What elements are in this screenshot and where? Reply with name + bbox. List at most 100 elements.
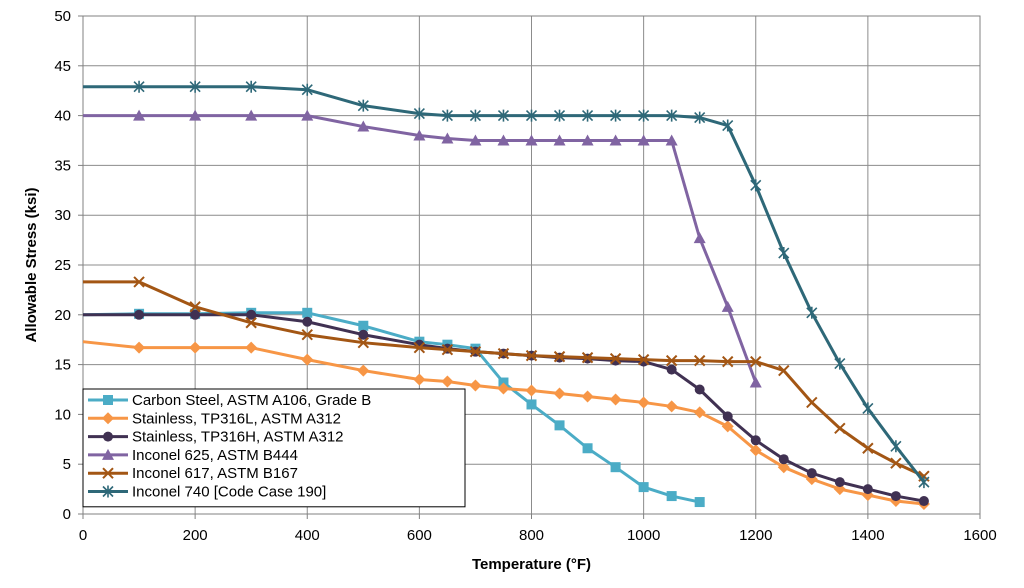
legend-label: Inconel 625, ASTM B444 bbox=[132, 447, 298, 464]
data-point bbox=[693, 232, 706, 244]
data-point bbox=[189, 341, 202, 354]
data-point bbox=[357, 336, 370, 349]
x-axis-ticks: 0 200 400 600 800 1000 1200 1400 1600 bbox=[79, 514, 997, 544]
data-point bbox=[441, 132, 454, 144]
legend-box bbox=[82, 388, 466, 508]
legend-label: Carbon Steel, ASTM A106, Grade B bbox=[132, 392, 371, 409]
legend-entry: Inconel 740 [Code Case 190] bbox=[88, 484, 326, 501]
data-point bbox=[133, 109, 146, 121]
data-point bbox=[722, 411, 733, 422]
data-point bbox=[497, 382, 510, 395]
data-point bbox=[609, 352, 622, 365]
data-point bbox=[189, 301, 201, 313]
data-point bbox=[721, 300, 734, 312]
data-point bbox=[750, 435, 761, 446]
x-tick-label: 800 bbox=[519, 527, 544, 544]
y-tick-label: 10 bbox=[54, 406, 71, 423]
legend-entry: Carbon Steel, ASTM A106, Grade B bbox=[88, 392, 371, 409]
data-point bbox=[665, 354, 678, 367]
data-point bbox=[469, 134, 482, 146]
data-point bbox=[749, 376, 762, 388]
data-point bbox=[750, 179, 762, 192]
series-6 bbox=[83, 80, 930, 489]
data-point bbox=[413, 341, 426, 354]
legend-marker bbox=[102, 485, 114, 498]
data-point bbox=[358, 320, 369, 331]
data-point bbox=[862, 442, 874, 454]
data-point bbox=[581, 351, 594, 364]
data-point bbox=[918, 496, 929, 507]
data-point bbox=[413, 129, 426, 141]
x-tick-label: 1200 bbox=[739, 527, 772, 544]
y-axis-title: Allowable Stress (ksi) bbox=[23, 187, 40, 342]
x-tick-label: 200 bbox=[183, 527, 208, 544]
data-point bbox=[553, 350, 566, 363]
data-point bbox=[553, 109, 566, 122]
data-point bbox=[693, 354, 706, 367]
y-tick-label: 15 bbox=[54, 357, 71, 374]
x-tick-label: 1600 bbox=[963, 527, 996, 544]
data-point bbox=[609, 393, 622, 406]
data-point bbox=[918, 476, 930, 489]
legend-marker bbox=[103, 395, 113, 405]
y-tick-label: 0 bbox=[63, 506, 71, 523]
data-point bbox=[890, 440, 902, 453]
data-point bbox=[721, 420, 734, 433]
data-point bbox=[778, 454, 789, 465]
x-tick-label: 400 bbox=[295, 527, 320, 544]
data-point bbox=[301, 329, 313, 341]
data-point bbox=[525, 384, 538, 397]
legend-label: Inconel 740 [Code Case 190] bbox=[132, 484, 326, 501]
data-point bbox=[694, 384, 705, 395]
data-point bbox=[582, 443, 593, 454]
data-point bbox=[497, 109, 510, 122]
y-tick-label: 30 bbox=[54, 207, 71, 224]
data-point bbox=[189, 109, 202, 121]
legend-entry: Stainless, TP316L, ASTM A312 bbox=[88, 410, 341, 427]
data-point bbox=[189, 80, 201, 93]
data-point bbox=[806, 306, 818, 319]
data-point bbox=[666, 364, 677, 375]
data-point bbox=[610, 462, 621, 473]
data-point bbox=[245, 80, 257, 93]
y-tick-label: 50 bbox=[54, 8, 71, 25]
y-tick-label: 20 bbox=[54, 307, 71, 324]
data-point bbox=[638, 482, 649, 493]
data-point bbox=[301, 109, 314, 121]
data-point bbox=[190, 309, 201, 320]
data-point bbox=[722, 355, 734, 368]
data-point bbox=[245, 341, 258, 354]
y-tick-label: 35 bbox=[54, 157, 71, 174]
legend-entry: Stainless, TP316H, ASTM A312 bbox=[88, 429, 344, 446]
data-point bbox=[133, 276, 145, 288]
data-point bbox=[358, 329, 369, 340]
data-point bbox=[666, 109, 678, 122]
data-point bbox=[581, 390, 594, 403]
legend-entry: Inconel 625, ASTM B444 bbox=[88, 447, 298, 464]
data-point bbox=[357, 364, 370, 377]
legend-marker bbox=[102, 467, 114, 479]
data-point bbox=[245, 109, 258, 121]
data-point bbox=[638, 109, 650, 122]
legend-marker bbox=[102, 412, 114, 425]
data-point bbox=[554, 420, 565, 431]
data-point bbox=[637, 353, 650, 366]
data-point bbox=[526, 399, 537, 410]
data-point bbox=[441, 109, 453, 122]
data-point bbox=[722, 119, 734, 132]
data-point bbox=[806, 468, 817, 479]
data-point bbox=[302, 316, 313, 327]
data-point bbox=[525, 134, 538, 146]
data-point bbox=[609, 134, 622, 146]
data-point bbox=[666, 491, 677, 502]
x-tick-label: 1400 bbox=[851, 527, 884, 544]
data-point bbox=[133, 80, 145, 93]
data-point bbox=[581, 134, 594, 146]
data-point bbox=[777, 461, 790, 474]
data-point bbox=[862, 484, 873, 495]
data-point bbox=[749, 444, 762, 457]
data-point bbox=[778, 247, 790, 260]
data-point bbox=[553, 134, 566, 146]
data-point bbox=[134, 309, 145, 320]
